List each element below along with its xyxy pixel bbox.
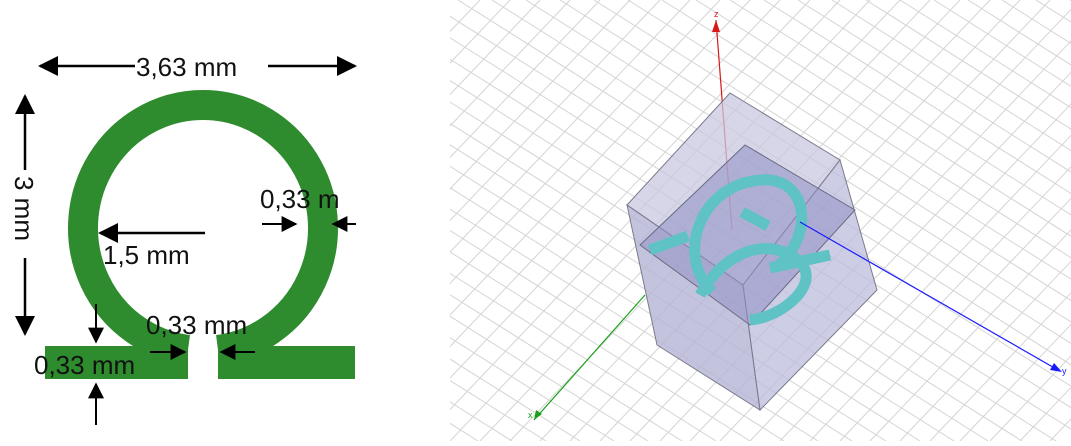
- grid-line: [763, 0, 1071, 195]
- x-axis-line: [533, 294, 646, 421]
- grid-line: [450, 379, 547, 441]
- height-dimension: 3 mm: [9, 94, 39, 336]
- grid-line: [450, 0, 541, 96]
- strip-width-label: 0,33 mm: [34, 350, 135, 380]
- grid-line: [831, 0, 1071, 152]
- height-label: 3 mm: [9, 176, 39, 241]
- grid-line: [865, 0, 1071, 130]
- grid-line: [450, 0, 661, 222]
- grid-line: [450, 122, 955, 441]
- grid-line: [450, 0, 601, 159]
- radius-label: 1,5 mm: [103, 240, 190, 270]
- strip-width-dimension: 0,33 mm: [34, 304, 135, 425]
- omega-ring: [68, 90, 338, 365]
- grid-line: [525, 0, 1071, 344]
- width-dimension: 3,63 mm: [38, 52, 357, 82]
- grid-line: [559, 0, 1071, 323]
- y-axis-arrow: [1050, 363, 1062, 372]
- x-axis-arrow: [534, 410, 542, 420]
- z-axis-arrow: [712, 20, 720, 32]
- x-axis-label: x: [528, 410, 533, 420]
- omega-pattern: [648, 174, 832, 326]
- grid-line: [450, 422, 479, 441]
- grid-line: [779, 134, 1071, 441]
- grid-line: [959, 323, 1071, 441]
- width-label: 3,63 mm: [136, 52, 237, 82]
- grid-line: [869, 229, 1071, 441]
- grid-line: [450, 294, 683, 441]
- grid-line: [749, 103, 1071, 441]
- grid-line: [899, 260, 1071, 441]
- ring-width-dimension: 0,33 m: [260, 184, 356, 232]
- grid-line: [450, 251, 751, 441]
- grid-line: [839, 197, 1071, 441]
- grid-line: [809, 166, 1071, 441]
- grid-line: [450, 0, 631, 190]
- right-feed-strip: [218, 346, 355, 379]
- y-axis-line: [799, 221, 1059, 371]
- y-axis-label: y: [1062, 366, 1067, 376]
- grid-line: [450, 0, 751, 316]
- grid-line: [450, 0, 721, 285]
- grid-line: [899, 0, 1071, 109]
- gap-label: 0,33 mm: [146, 310, 247, 340]
- omega-dimension-diagram: 3,63 mm 3 mm 1,5 mm 0,33 m 0,33 mm: [0, 0, 440, 441]
- grid-line: [627, 0, 1071, 280]
- model-viewport[interactable]: x z y: [450, 0, 1071, 441]
- grid-line: [929, 292, 1071, 441]
- z-axis-label: z: [714, 9, 719, 19]
- grid-line: [450, 358, 581, 441]
- dimension-drawing: 3,63 mm 3 mm 1,5 mm 0,33 m 0,33 mm: [9, 52, 357, 425]
- grid-line: [450, 0, 691, 253]
- grid-line: [450, 0, 571, 127]
- box-mid-section: [639, 144, 856, 326]
- grid-line: [450, 229, 785, 441]
- grid-line: [989, 355, 1071, 441]
- gap-dimension: 0,33 mm: [146, 310, 255, 360]
- grid-line: [450, 272, 717, 441]
- grid-line: [450, 315, 649, 441]
- grid-line: [450, 0, 781, 348]
- grid-line: [661, 0, 1071, 259]
- ring-width-label: 0,33 m: [260, 184, 340, 214]
- grid-line: [729, 0, 1071, 216]
- omega-resonator: [45, 90, 355, 379]
- radius-dimension: 1,5 mm: [98, 223, 205, 270]
- grid-line: [450, 0, 811, 379]
- 3d-model-view[interactable]: x z y: [450, 0, 1071, 441]
- grid-line: [933, 0, 1071, 87]
- grid-line: [695, 0, 1071, 237]
- grid-line: [450, 337, 615, 441]
- grid-line: [797, 0, 1071, 173]
